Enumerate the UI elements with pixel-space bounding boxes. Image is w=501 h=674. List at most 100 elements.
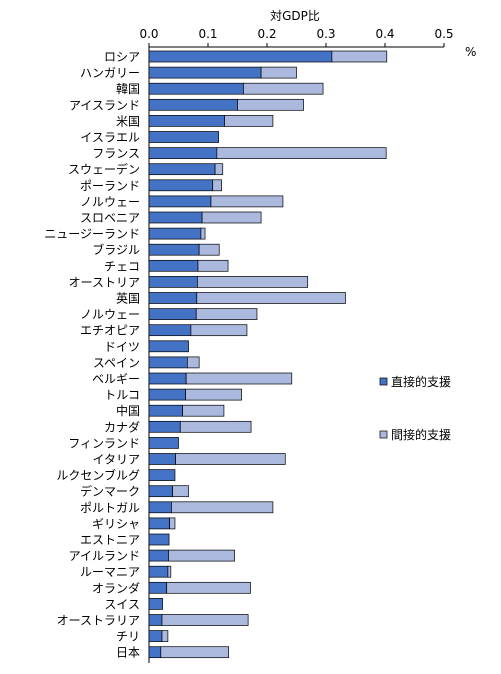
- bar-indirect: [167, 565, 172, 578]
- bar-indirect: [260, 66, 297, 79]
- bar-indirect: [210, 195, 284, 208]
- category-label: カナダ: [104, 419, 140, 434]
- bar-direct: [148, 646, 162, 659]
- bar-indirect: [172, 485, 189, 498]
- bar-indirect: [175, 453, 286, 465]
- bar-indirect: [198, 243, 220, 256]
- legend-label: 間接的支援: [391, 427, 451, 442]
- category-label: 中国: [116, 403, 140, 418]
- bar-direct: [148, 115, 225, 127]
- bar-indirect: [224, 115, 274, 127]
- bar-direct: [148, 211, 203, 224]
- bar-direct: [148, 50, 333, 63]
- bar-indirect: [168, 549, 235, 562]
- category-label: フィンランド: [68, 436, 140, 450]
- category-label: チリ: [116, 630, 140, 644]
- category-label: ニュージーランド: [44, 227, 140, 241]
- bar-direct: [148, 340, 189, 353]
- category-label: イスラエル: [80, 131, 140, 145]
- bar-direct: [148, 131, 219, 143]
- bar-direct: [148, 565, 169, 578]
- category-label: エストニア: [80, 533, 140, 547]
- category-label: ドイツ: [104, 340, 140, 354]
- bar-direct: [148, 308, 197, 320]
- bar-direct: [148, 98, 238, 111]
- bar-direct: [148, 195, 212, 208]
- x-tick-label: 0.4: [375, 27, 394, 41]
- bar-indirect: [166, 581, 251, 594]
- bar-indirect: [212, 179, 222, 192]
- unit-label: %: [465, 45, 476, 59]
- bar-direct: [148, 66, 262, 79]
- bar-indirect: [214, 163, 224, 176]
- x-tick-label: 0.0: [139, 27, 158, 41]
- category-label: ルーマニア: [80, 565, 140, 579]
- bar-indirect: [182, 404, 225, 417]
- bars: [148, 50, 388, 659]
- bar-direct: [148, 485, 173, 498]
- bar-direct: [148, 276, 198, 288]
- bar-indirect: [331, 50, 388, 63]
- category-label: ロシア: [104, 50, 140, 64]
- bar-indirect: [237, 98, 304, 111]
- bar-direct: [148, 598, 163, 610]
- bar-direct: [148, 437, 179, 449]
- category-label: 米国: [116, 114, 140, 128]
- bar-direct: [148, 533, 170, 546]
- bar-direct: [148, 549, 169, 562]
- category-label: デンマーク: [80, 484, 140, 499]
- category-label: スイス: [104, 597, 140, 611]
- bar-direct: [148, 420, 181, 433]
- bar-direct: [148, 469, 176, 481]
- bar-indirect: [197, 259, 229, 272]
- category-label: チェコ: [104, 259, 140, 273]
- category-label: トルコ: [104, 388, 140, 402]
- category-label: オーストリア: [69, 275, 140, 289]
- bar-direct: [148, 163, 216, 176]
- bar-direct: [148, 179, 214, 192]
- bar-indirect: [161, 614, 249, 626]
- category-label: ノルウェー: [80, 195, 140, 209]
- bar-indirect: [171, 501, 274, 514]
- bar-indirect: [185, 372, 293, 385]
- bar-indirect: [185, 388, 242, 401]
- bar-direct: [148, 404, 183, 417]
- bar-direct: [148, 356, 188, 369]
- category-labels: ロシアハンガリー韓国アイスランド米国イスラエルフランススウェーデンポーランドノル…: [44, 50, 140, 660]
- category-label: フランス: [92, 147, 140, 161]
- x-axis-ticks: 0.0 0.1 0.2 0.3 0.4 0.5: [139, 27, 454, 47]
- bar-direct: [148, 614, 163, 626]
- bar-direct: [148, 227, 202, 240]
- bar-direct: [148, 388, 186, 401]
- bar-indirect: [196, 292, 346, 304]
- bar-indirect: [169, 517, 176, 530]
- bar-direct: [148, 453, 176, 465]
- bar-indirect: [190, 324, 248, 337]
- x-tick-label: 0.1: [198, 27, 217, 41]
- bar-indirect: [243, 82, 324, 95]
- x-tick-label: 0.3: [316, 27, 335, 41]
- category-label: ポルトガル: [80, 501, 140, 515]
- bar-indirect: [187, 356, 200, 369]
- bar-direct: [148, 259, 199, 272]
- bar-direct: [148, 243, 200, 256]
- category-label: オーストラリア: [57, 614, 140, 628]
- category-label: イタリア: [92, 453, 140, 467]
- category-label: ベルギー: [92, 372, 140, 386]
- category-label: ブラジル: [92, 242, 140, 257]
- x-tick-label: 0.2: [257, 27, 276, 41]
- bar-direct: [148, 292, 198, 304]
- category-label: 日本: [116, 646, 140, 660]
- category-label: エチオピア: [80, 324, 140, 338]
- bar-indirect: [201, 211, 262, 224]
- category-label: スロベニア: [80, 211, 140, 225]
- legend-swatch: [379, 430, 388, 439]
- bar-direct: [148, 581, 168, 594]
- category-label: ポーランド: [80, 179, 140, 193]
- axis-title: 対GDP比: [270, 9, 320, 23]
- legend-label: 直接的支援: [391, 374, 451, 389]
- category-label: オランダ: [92, 580, 140, 595]
- bar-indirect: [200, 227, 206, 240]
